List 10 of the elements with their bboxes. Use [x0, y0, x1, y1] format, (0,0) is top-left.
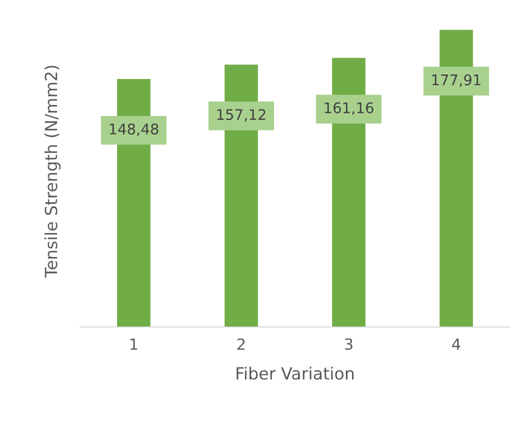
data-label: 148,48: [110, 123, 158, 136]
x-tick-label: 1: [130, 338, 138, 350]
y-axis-title: Tensile Strength (N/mm2): [44, 66, 61, 278]
data-label: 157,12: [217, 109, 266, 122]
x-axis-title: Fiber Variation: [236, 366, 354, 380]
data-label: 161,16: [324, 102, 374, 115]
x-tick-label: 2: [238, 338, 245, 350]
x-tick-label: 3: [345, 338, 352, 350]
x-tick-label: 4: [452, 338, 460, 350]
data-label: 177,91: [432, 74, 480, 87]
